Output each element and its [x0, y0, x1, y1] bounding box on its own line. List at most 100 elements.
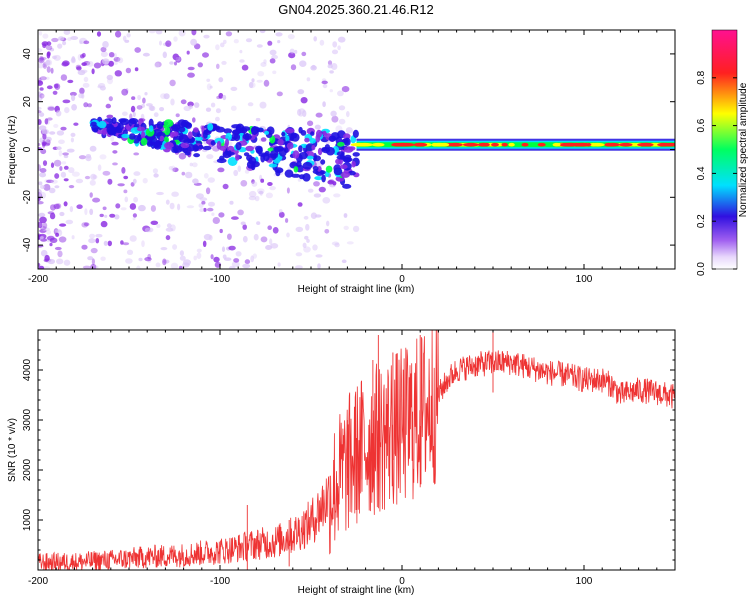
noise-blob — [206, 83, 212, 91]
noise-blob — [147, 253, 152, 260]
signal-blob — [196, 133, 202, 138]
noise-blob — [46, 229, 52, 235]
noise-blob — [343, 225, 349, 230]
noise-blob — [230, 105, 237, 111]
noise-blob — [213, 256, 220, 263]
signal-blob — [320, 159, 326, 165]
noise-blob — [79, 87, 85, 95]
carrier-peak — [463, 142, 479, 147]
carrier-peak — [575, 142, 587, 147]
noise-blob — [305, 223, 310, 231]
signal-blob — [171, 146, 177, 153]
noise-blob — [301, 51, 307, 57]
noise-blob — [248, 82, 256, 89]
noise-blob — [45, 45, 53, 51]
x-tick-label: -100 — [210, 576, 230, 587]
signal-blob — [315, 134, 321, 143]
noise-blob — [324, 229, 330, 234]
noise-blob — [87, 103, 92, 108]
noise-blob — [83, 40, 90, 45]
signal-blob — [93, 127, 98, 133]
signal-blob — [343, 146, 354, 153]
noise-blob — [169, 202, 175, 210]
noise-blob — [89, 233, 96, 239]
noise-blob — [297, 89, 305, 95]
carrier-peak — [657, 142, 673, 147]
signal-blob — [273, 146, 283, 152]
noise-blob — [117, 183, 125, 187]
noise-blob — [38, 77, 42, 84]
noise-blob — [134, 67, 139, 72]
noise-blob — [187, 72, 195, 78]
noise-blob — [221, 246, 226, 252]
noise-blob — [83, 222, 90, 227]
noise-blob — [166, 223, 172, 228]
noise-blob — [265, 245, 273, 250]
noise-blob — [114, 70, 123, 77]
noise-blob — [141, 103, 146, 108]
noise-blob — [63, 165, 69, 170]
signal-blob — [293, 166, 299, 173]
noise-blob — [331, 115, 339, 123]
noise-blob — [346, 241, 354, 245]
noise-blob — [70, 57, 76, 64]
noise-blob — [83, 102, 89, 108]
signal-blob — [284, 169, 294, 178]
noise-blob — [112, 150, 118, 154]
noise-blob — [38, 48, 43, 53]
noise-blob — [175, 56, 181, 62]
carrier-peak — [439, 142, 450, 147]
noise-blob — [142, 52, 150, 57]
noise-blob — [58, 236, 67, 243]
noise-blob — [267, 225, 273, 230]
noise-blob — [299, 60, 307, 67]
carrier-inner — [356, 142, 675, 148]
noise-blob — [159, 40, 162, 46]
noise-blob — [65, 219, 74, 225]
signal-blob — [171, 124, 178, 132]
noise-blob — [285, 218, 289, 223]
noise-blob — [341, 86, 350, 93]
noise-blob — [46, 51, 51, 57]
noise-blob — [244, 259, 251, 265]
noise-blob — [341, 259, 347, 264]
noise-blob — [130, 105, 136, 113]
spectrogram-plot-area — [38, 30, 675, 269]
spectrogram-signal-band — [89, 116, 360, 189]
snr-x-axis: -200 -100 0 100 — [28, 330, 676, 587]
noise-blob — [288, 52, 296, 59]
noise-blob — [189, 162, 193, 167]
noise-blob — [212, 217, 220, 224]
noise-blob — [203, 173, 209, 179]
noise-blob — [180, 99, 187, 105]
noise-blob — [134, 47, 141, 53]
noise-blob — [186, 205, 195, 209]
noise-blob — [297, 178, 302, 182]
noise-blob — [38, 201, 44, 205]
noise-blob — [294, 49, 298, 54]
x-tick-label: 0 — [399, 576, 405, 587]
noise-blob — [331, 49, 339, 55]
noise-blob — [38, 191, 42, 197]
noise-blob — [59, 211, 65, 217]
signal-blob — [101, 127, 107, 136]
noise-blob — [70, 132, 76, 137]
carrier-peak — [491, 142, 499, 147]
noise-blob — [57, 250, 63, 258]
noise-blob — [155, 30, 163, 35]
noise-blob — [93, 62, 102, 69]
noise-blob — [149, 105, 156, 111]
signal-blob — [314, 176, 323, 181]
snr-plot-area — [38, 330, 675, 570]
noise-blob — [172, 167, 179, 173]
noise-blob — [60, 74, 68, 81]
noise-blob — [322, 83, 328, 89]
x-tick-label: -200 — [28, 274, 48, 285]
noise-blob — [259, 190, 263, 196]
noise-blob — [38, 262, 41, 267]
noise-blob — [163, 259, 170, 264]
noise-blob — [114, 214, 120, 220]
noise-blob — [277, 262, 281, 267]
signal-blob — [153, 143, 162, 150]
noise-blob — [46, 66, 51, 73]
